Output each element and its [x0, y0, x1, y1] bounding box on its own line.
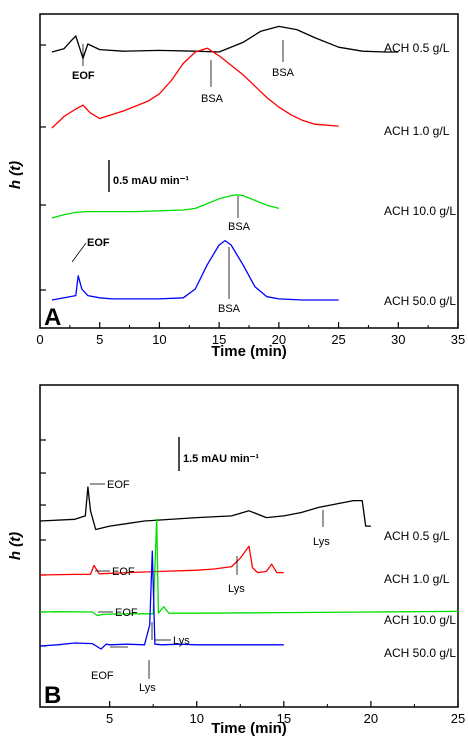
panel-a-x-tick-label: 10 — [152, 332, 166, 347]
panel-b-series-1-line — [40, 545, 284, 576]
panel-a-x-tick-label: 35 — [451, 332, 465, 347]
panel-b-x-tick-label: 10 — [190, 711, 204, 726]
panel-b-series — [40, 486, 458, 650]
panel-a-label-1: ACH 1.0 g/L — [384, 124, 450, 138]
ann-a-bsa3: BSA — [228, 221, 251, 233]
ann-b-eof1: EOF — [107, 479, 130, 491]
ann-a-eof1: EOF — [72, 70, 95, 82]
panel-b-label-1: ACH 1.0 g/L — [384, 572, 450, 586]
ann-a-bsa1: BSA — [201, 93, 224, 105]
panel-a-label-0: ACH 0.5 g/L — [384, 41, 450, 55]
panel-b-x-tick-label: 5 — [106, 711, 113, 726]
panel-a-annotations — [71, 40, 284, 299]
panel-a-label-3: ACH 50.0 g/L — [384, 294, 456, 308]
panel-a-x-tick-label: 0 — [36, 332, 43, 347]
panel-a-frame — [39, 13, 459, 329]
ann-b-eof3: EOF — [115, 607, 138, 619]
panel-a-x-tick-label: 15 — [212, 332, 226, 347]
panel-b: 5 10 15 20 25 Time (min) h (t) B 1.5 mAU min… — [7, 384, 465, 737]
panel-b-label-0: ACH 0.5 g/L — [384, 529, 450, 543]
ann-b-lys4: Lys — [139, 682, 156, 694]
panel-b-x-axis-title: Time (min) — [211, 720, 287, 737]
ann-a-eof2-arrow — [71, 242, 87, 263]
panel-b-series-2-line — [40, 518, 458, 617]
panel-b-scale-bar-label: 1.5 mAU min⁻¹ — [183, 453, 259, 465]
panel-b-x-tick-label: 25 — [451, 711, 465, 726]
panel-b-label-3: ACH 50.0 g/L — [384, 646, 456, 660]
panel-a-series-0-line — [51, 25, 399, 60]
panel-a-series-1-line — [51, 47, 339, 129]
panel-a-scale-bar-label: 0.5 mAU min⁻¹ — [113, 175, 189, 187]
panel-a-y-axis-title: h (t) — [7, 161, 24, 189]
panel-a-series-3-line — [51, 239, 339, 301]
panel-b-annotations — [90, 483, 324, 679]
panel-b-letter: B — [44, 682, 61, 709]
panel-b-y-axis-title: h (t) — [7, 532, 24, 560]
ann-b-lys3: Lys — [173, 635, 190, 647]
panel-a-series-2-line — [51, 194, 280, 219]
panel-a-letter: A — [44, 304, 61, 331]
panel-b-x-tick-label: 15 — [277, 711, 291, 726]
panel-b-frame — [39, 384, 459, 708]
panel-a-x-tick-label: 30 — [391, 332, 405, 347]
panel-b-x-tick-label: 20 — [364, 711, 378, 726]
panel-a-label-2: ACH 10.0 g/L — [384, 204, 456, 218]
panel-a-x-tick-label: 20 — [272, 332, 286, 347]
panel-b-label-2: ACH 10.0 g/L — [384, 613, 456, 627]
panel-b-series-3-line — [40, 550, 284, 650]
panel-a-x-tick-label: 25 — [331, 332, 345, 347]
ann-a-bsa4: BSA — [218, 303, 241, 315]
ann-b-lys1: Lys — [313, 536, 330, 548]
ann-b-eof4: EOF — [91, 670, 114, 682]
panel-a: 0 5 10 15 20 25 30 35 Time (min) h (t) A 0.5 mA… — [7, 13, 465, 360]
panel-a-x-axis-title: Time (min) — [211, 343, 287, 360]
ann-b-lys2: Lys — [228, 583, 245, 595]
panel-a-x-tick-label: 5 — [96, 332, 103, 347]
panel-b-series-0-line — [40, 486, 371, 531]
panel-a-ticks — [39, 44, 459, 328]
panel-a-x-tick-labels: 0 5 10 15 20 25 30 35 — [36, 332, 465, 347]
ann-b-eof2: EOF — [112, 566, 135, 578]
ann-a-bsa2: BSA — [272, 67, 295, 79]
ann-a-eof2: EOF — [87, 237, 110, 249]
panel-a-series — [51, 25, 399, 301]
panel-b-x-tick-labels: 5 10 15 20 25 — [106, 711, 465, 726]
